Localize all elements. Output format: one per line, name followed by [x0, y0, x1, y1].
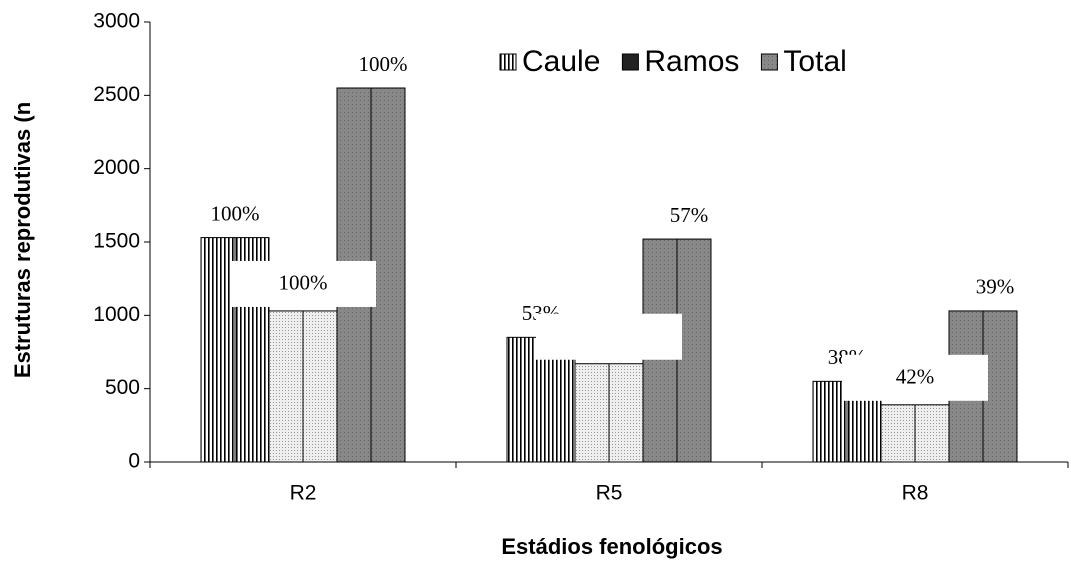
legend-swatch: [760, 53, 778, 71]
annotation-box: [842, 354, 988, 401]
legend-swatch: [621, 53, 639, 71]
x-tick-label: R5: [596, 482, 623, 505]
annotation-box: [230, 260, 376, 307]
legend-label: Total: [783, 45, 846, 78]
annotation: 57%: [670, 203, 709, 227]
y-tick-label: 1000: [93, 303, 140, 326]
y-tick-label: 500: [105, 376, 140, 399]
annotation: 100%: [211, 201, 260, 225]
annotation: 100%: [279, 271, 328, 295]
y-tick-label: 0: [128, 450, 140, 473]
y-axis-title: Estruturas reprodutivas (n: [10, 102, 35, 378]
y-tick-label: 2500: [93, 83, 140, 106]
annotation-box: [536, 313, 682, 360]
annotation: 42%: [896, 365, 935, 389]
legend-label: Ramos: [644, 45, 739, 78]
y-tick-label: 1500: [93, 230, 140, 253]
x-tick-label: R8: [902, 482, 929, 505]
y-tick-label: 3000: [93, 10, 140, 33]
annotation: 39%: [976, 275, 1015, 299]
legend-label: Caule: [522, 45, 600, 78]
annotation: 100%: [359, 52, 408, 76]
legend-swatch: [499, 53, 517, 71]
x-axis-title: Estádios fenológicos: [501, 534, 722, 559]
x-tick-label: R2: [290, 482, 317, 505]
y-tick-label: 2000: [93, 156, 140, 179]
